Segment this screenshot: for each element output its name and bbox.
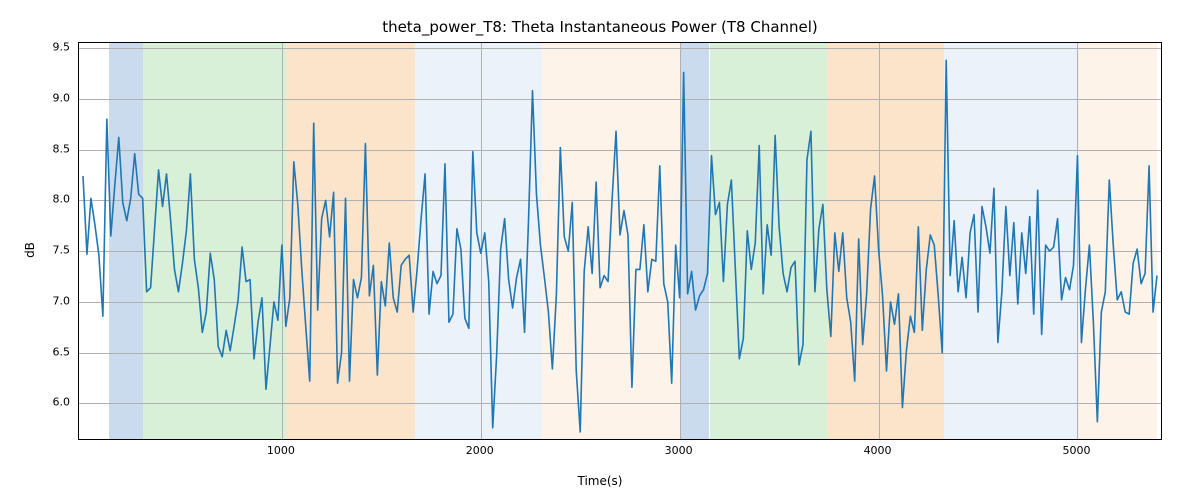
x-tick-label: 1000 [267,444,295,457]
y-tick-label: 7.0 [30,294,70,307]
line-series [79,43,1161,439]
x-tick-label: 3000 [665,444,693,457]
x-tick-label: 2000 [466,444,494,457]
y-tick-label: 9.0 [30,91,70,104]
y-tick-label: 9.5 [30,41,70,54]
y-tick-label: 7.5 [30,244,70,257]
x-axis-label: Time(s) [0,474,1200,488]
y-tick-label: 8.0 [30,193,70,206]
y-tick-label: 6.0 [30,396,70,409]
figure: theta_power_T8: Theta Instantaneous Powe… [0,0,1200,500]
y-tick-label: 8.5 [30,142,70,155]
plot-area [78,42,1162,440]
y-tick-label: 6.5 [30,345,70,358]
x-tick-label: 5000 [1062,444,1090,457]
chart-title: theta_power_T8: Theta Instantaneous Powe… [0,18,1200,36]
theta-power-line [83,60,1157,432]
x-tick-label: 4000 [864,444,892,457]
